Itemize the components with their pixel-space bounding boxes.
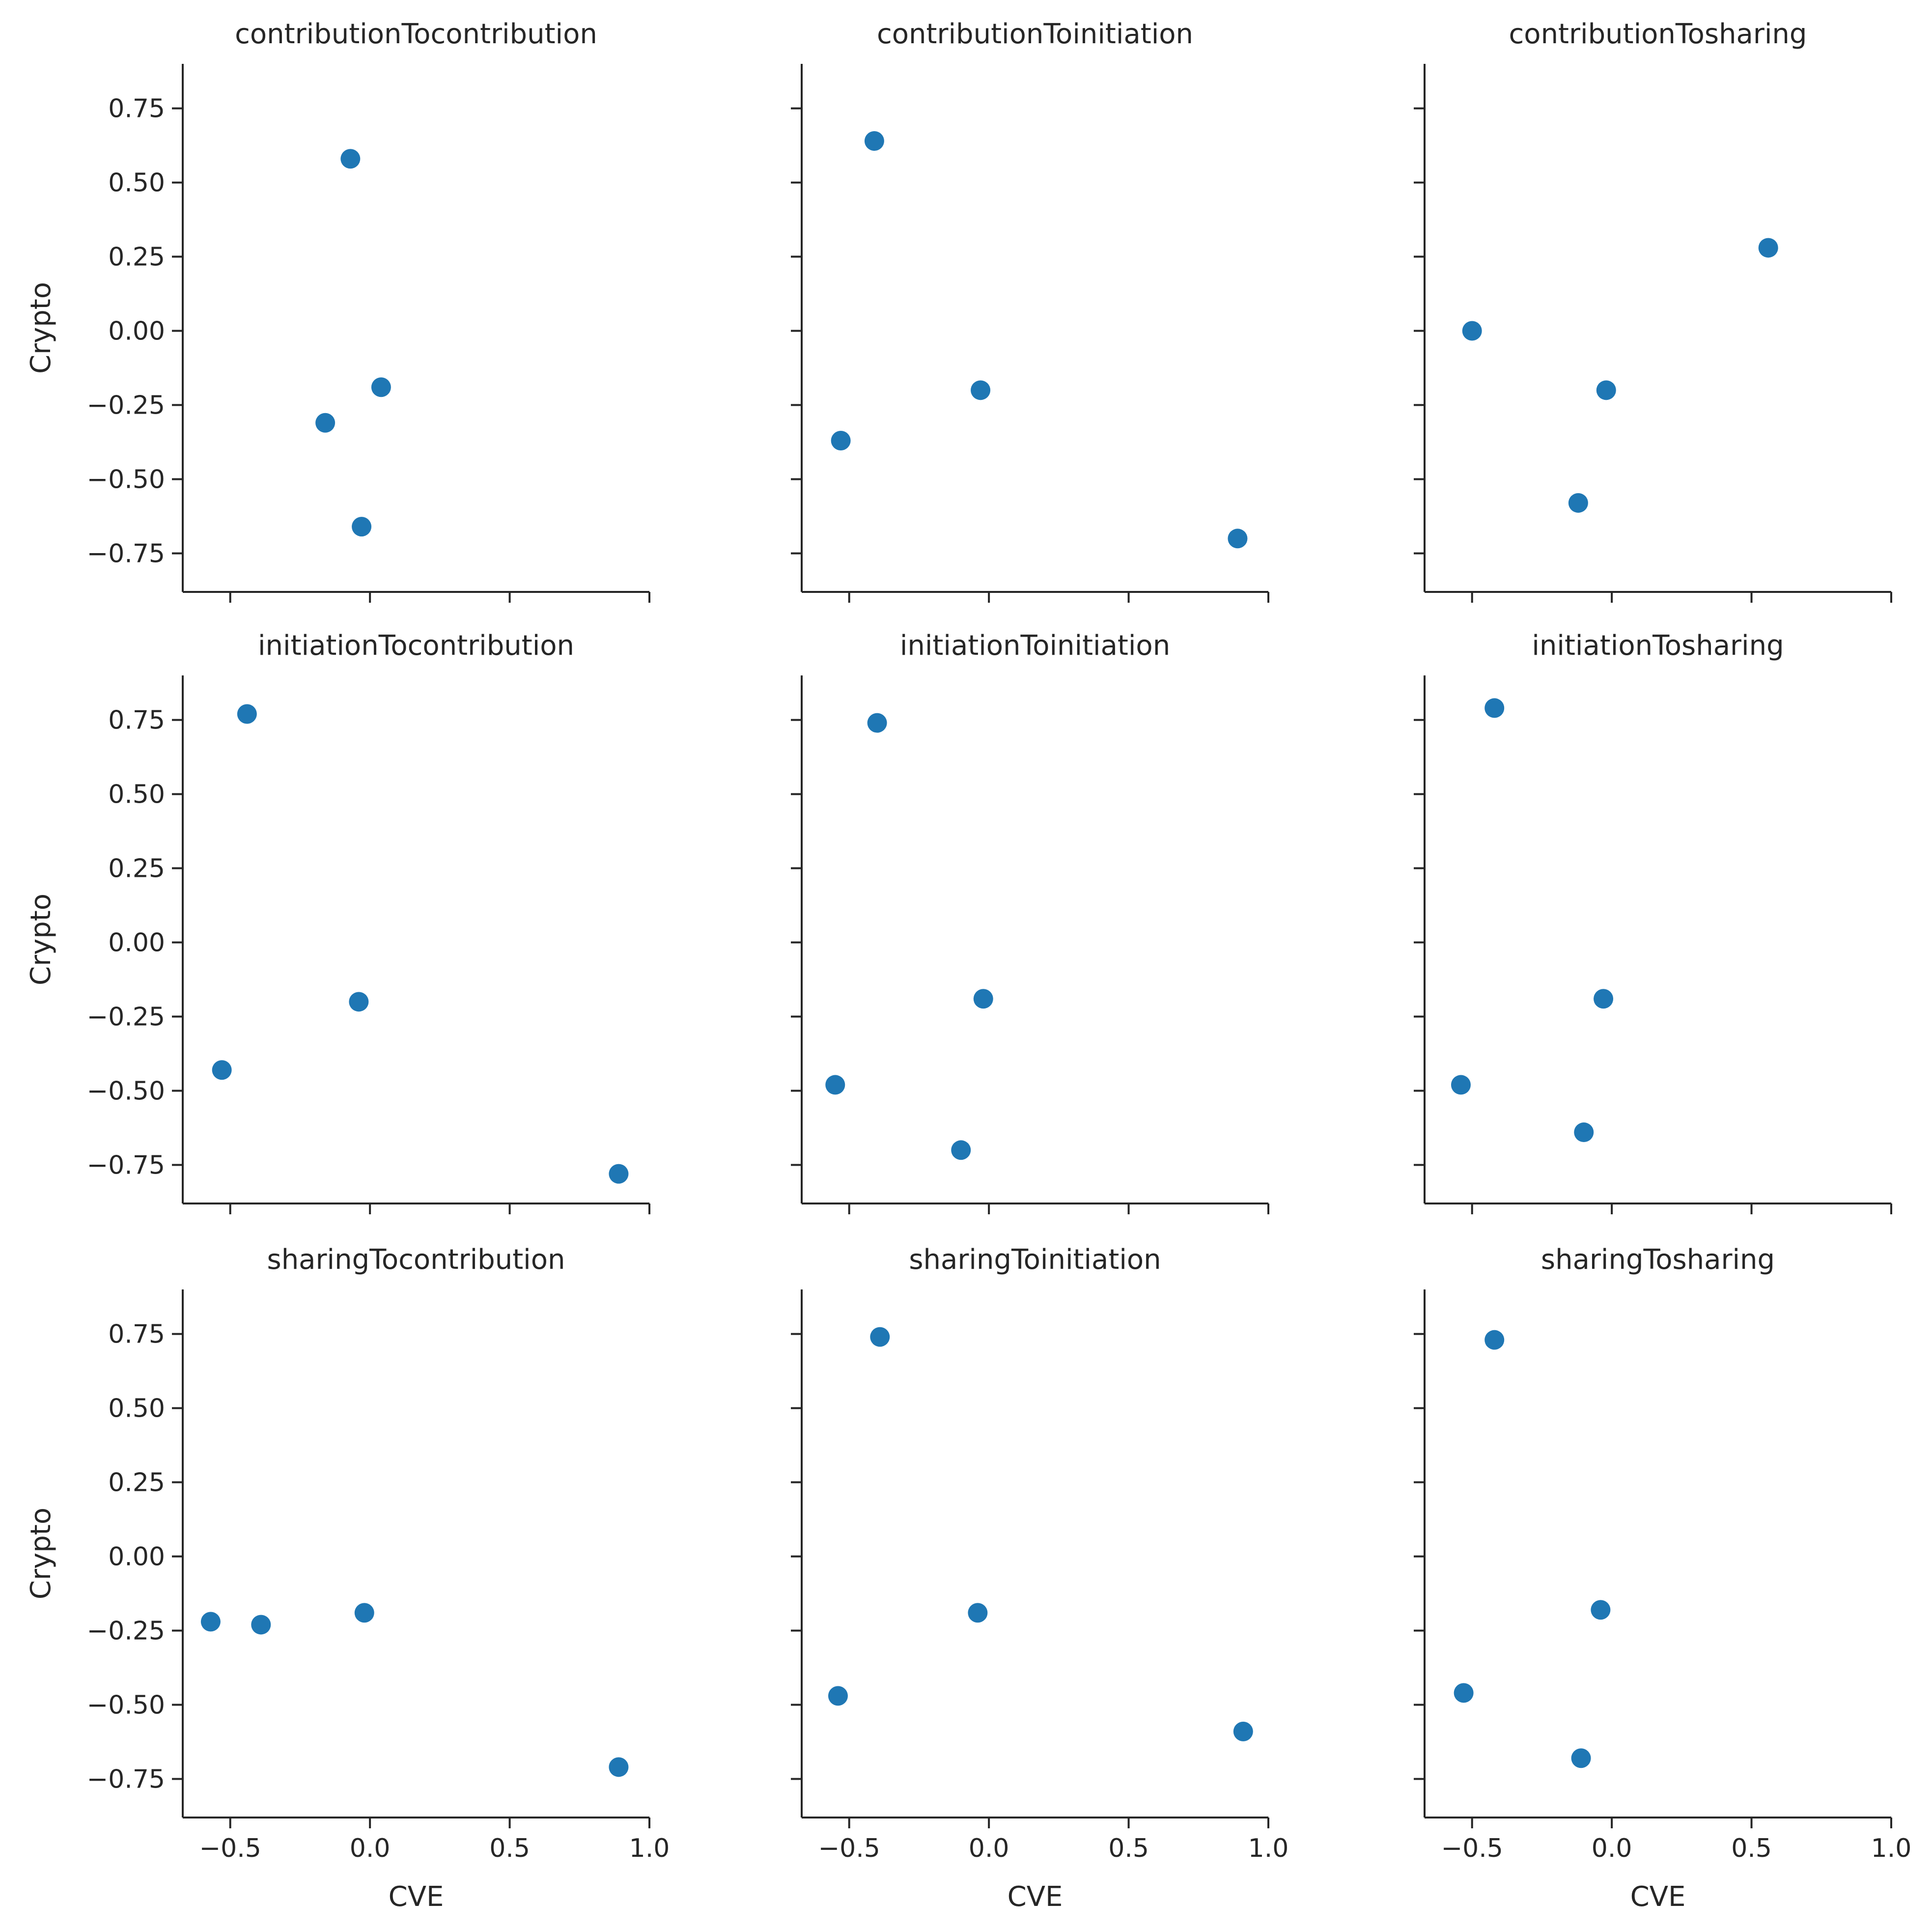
x-tick-label: −0.5: [1441, 1834, 1503, 1863]
scatter-point: [1484, 1330, 1505, 1350]
scatter-point: [1228, 529, 1248, 549]
y-tick-label: 0.75: [108, 1320, 165, 1349]
y-tick-label: 0.00: [108, 317, 165, 346]
panel-title: sharingTosharing: [1541, 1244, 1775, 1276]
facet-panel: contributionTosharing: [1414, 18, 1892, 603]
scatter-point: [609, 1164, 629, 1184]
scatter-point: [971, 380, 991, 400]
x-tick-label: −0.5: [199, 1834, 261, 1863]
panel-title: initiationToinitiation: [900, 630, 1170, 662]
scatter-point: [200, 1612, 221, 1632]
scatter-point: [212, 1060, 232, 1080]
y-tick-label: 0.25: [108, 854, 165, 884]
scatter-point: [1484, 698, 1505, 718]
scatter-point: [609, 1757, 629, 1777]
y-tick-label: 0.75: [108, 706, 165, 735]
scatter-point: [828, 1686, 848, 1706]
panel-title: initiationTocontribution: [258, 630, 574, 662]
facet-panel: initiationToinitiation: [791, 630, 1269, 1214]
facet-panel: contributionTocontribution 0.75 0.50 0.25 0.…: [25, 18, 650, 603]
y-tick-label: −0.25: [87, 1003, 165, 1032]
scatter-point: [315, 413, 336, 433]
facet-panel: sharingTosharing −0.5 0.0 0.5 1.0 CVE: [1414, 1244, 1911, 1913]
y-tick-label: 0.25: [108, 243, 165, 272]
facet-panel: initiationTocontribution 0.75 0.50 0.25 0.00…: [25, 630, 650, 1214]
facet-panel: sharingTocontribution 0.75 0.50 0.25 0.00 −0.…: [25, 1244, 670, 1913]
y-tick-label: −0.25: [87, 1617, 165, 1646]
panel-title: sharingToinitiation: [909, 1244, 1161, 1276]
scatter-point: [867, 713, 887, 733]
scatter-point: [1574, 1122, 1594, 1143]
y-axis-label: Crypto: [25, 894, 57, 985]
facet-panel: initiationTosharing: [1414, 630, 1892, 1214]
x-tick-label: 0.0: [1592, 1834, 1632, 1863]
scatter-point: [340, 149, 361, 169]
y-tick-label: −0.50: [87, 465, 165, 495]
y-tick-label: 0.00: [108, 928, 165, 958]
scatter-point: [968, 1603, 988, 1623]
scatter-point: [1758, 238, 1778, 258]
scatter-point: [1594, 989, 1614, 1009]
scatter-point: [973, 989, 993, 1009]
scatter-point: [1596, 380, 1616, 400]
y-tick-label: −0.50: [87, 1077, 165, 1106]
scatter-point: [825, 1075, 845, 1095]
y-tick-label: −0.75: [87, 1764, 165, 1794]
facet-panel: sharingToinitiation −0.5 0.0 0.5 1.0 CVE: [791, 1244, 1288, 1913]
facet-panel: contributionToinitiation: [791, 18, 1269, 603]
x-axis-label: CVE: [389, 1881, 444, 1913]
scatter-point: [1591, 1600, 1611, 1620]
y-tick-label: 0.50: [108, 1394, 165, 1424]
x-tick-label: 0.5: [1108, 1834, 1149, 1863]
scatter-point: [951, 1140, 971, 1160]
panel-title: contributionTocontribution: [235, 18, 597, 50]
y-tick-label: −0.25: [87, 391, 165, 420]
scatter-point: [1451, 1075, 1471, 1095]
y-tick-label: −0.50: [87, 1691, 165, 1720]
y-axis-label: Crypto: [25, 282, 57, 374]
x-tick-label: −0.5: [818, 1834, 880, 1863]
y-axis-label: Crypto: [25, 1508, 57, 1599]
x-axis-label: CVE: [1008, 1881, 1063, 1913]
scatter-point: [1571, 1748, 1591, 1768]
x-tick-label: 1.0: [629, 1834, 670, 1863]
scatter-point: [354, 1603, 374, 1623]
y-tick-label: −0.75: [87, 1150, 165, 1180]
x-tick-label: 1.0: [1871, 1834, 1912, 1863]
scatter-point: [371, 377, 391, 397]
x-tick-label: 0.0: [969, 1834, 1009, 1863]
panel-title: initiationTosharing: [1532, 630, 1784, 662]
x-tick-label: 0.5: [1731, 1834, 1772, 1863]
scatter-point: [1568, 493, 1588, 513]
scatter-point: [1454, 1683, 1474, 1703]
scatter-point: [864, 131, 884, 151]
y-tick-label: 0.25: [108, 1468, 165, 1498]
scatter-point: [1462, 321, 1482, 341]
scatter-point: [870, 1327, 890, 1347]
scatter-point: [349, 992, 369, 1012]
panel-title: contributionTosharing: [1509, 18, 1807, 50]
x-tick-label: 0.0: [350, 1834, 391, 1863]
scatter-point: [237, 704, 257, 724]
scatter-point: [352, 517, 372, 537]
y-tick-label: −0.75: [87, 539, 165, 568]
panel-title: sharingTocontribution: [267, 1244, 565, 1276]
y-tick-label: 0.75: [108, 94, 165, 124]
x-tick-label: 0.5: [489, 1834, 530, 1863]
x-axis-label: CVE: [1630, 1881, 1686, 1913]
x-tick-label: 1.0: [1248, 1834, 1289, 1863]
y-tick-label: 0.00: [108, 1542, 165, 1572]
y-tick-label: 0.50: [108, 780, 165, 810]
scatter-point: [831, 430, 851, 450]
panel-title: contributionToinitiation: [877, 18, 1193, 50]
scatter-point: [1233, 1721, 1253, 1741]
y-tick-label: 0.50: [108, 168, 165, 198]
scatter-point: [251, 1615, 271, 1635]
